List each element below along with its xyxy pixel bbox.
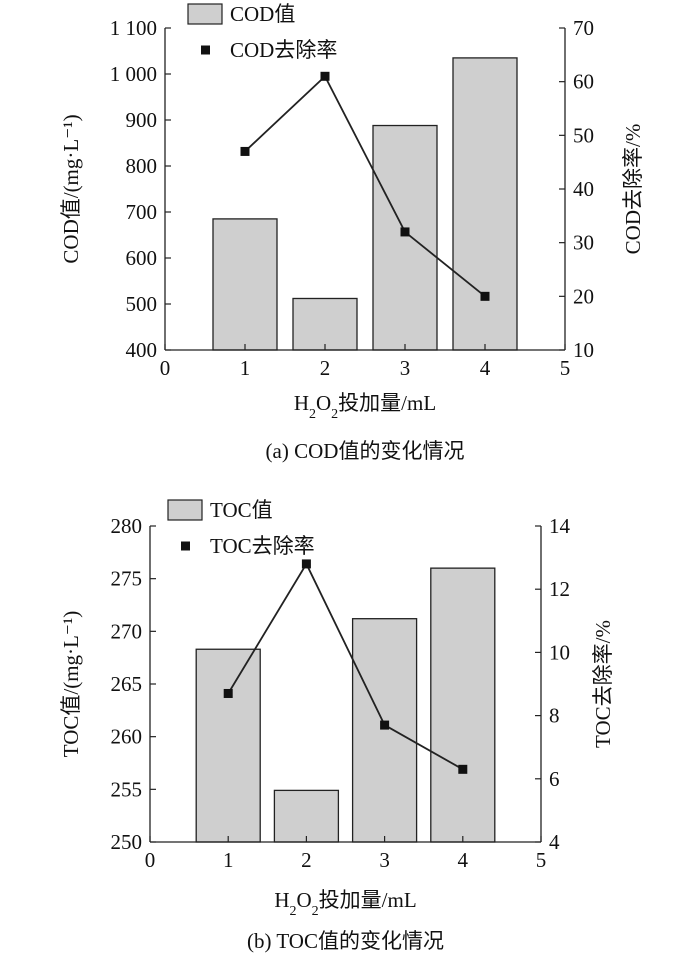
removal-rate-line: [244, 74, 486, 298]
left-tick-label: 1 100: [110, 16, 157, 40]
legend-line-label: TOC去除率: [210, 534, 315, 558]
x-tick-label: 4: [458, 848, 469, 872]
left-tick-label: 1 000: [110, 62, 157, 86]
bar-3: [372, 124, 438, 351]
right-tick-label: 60: [573, 70, 594, 94]
left-tick-label: 265: [111, 672, 143, 696]
bar-4: [452, 57, 518, 351]
bar-2: [273, 789, 340, 843]
right-tick-label: 70: [573, 16, 594, 40]
legend-line-label: COD去除率: [230, 38, 337, 62]
x-axis-label: H2O2投加量/mL: [294, 391, 436, 422]
left-tick-label: 900: [126, 108, 158, 132]
x-tick-label: 5: [560, 356, 571, 380]
right-tick-label: 10: [573, 338, 594, 362]
right-tick-label: 30: [573, 231, 594, 255]
left-tick-label: 800: [126, 154, 158, 178]
bar-2: [292, 297, 358, 351]
right-tick-label: 6: [549, 767, 560, 791]
left-tick-label: 600: [126, 246, 158, 270]
left-tick-label: 250: [111, 830, 143, 854]
left-tick-label: 260: [111, 725, 143, 749]
bar-1: [212, 218, 278, 351]
x-tick-label: 3: [400, 356, 411, 380]
left-axis-label: TOC值/(mg·L⁻¹): [59, 611, 83, 757]
x-tick-label: 3: [379, 848, 390, 872]
x-tick-label: 2: [320, 356, 331, 380]
removal-rate-point-4: [458, 764, 468, 774]
legend-line-marker: [201, 45, 210, 55]
x-tick-label: 1: [223, 848, 234, 872]
removal-rate-point-2: [320, 71, 330, 81]
bar-1: [195, 648, 261, 843]
right-tick-label: 20: [573, 284, 594, 308]
left-tick-label: 400: [126, 338, 158, 362]
right-axis-label: TOC去除率/%: [591, 620, 615, 748]
left-tick-label: 255: [111, 777, 143, 801]
right-tick-label: 10: [549, 640, 570, 664]
removal-rate-point-1: [223, 688, 233, 698]
legend-bar-swatch: [167, 499, 203, 521]
right-tick-label: 40: [573, 177, 594, 201]
x-tick-label: 1: [240, 356, 251, 380]
chart-caption: (a) COD值的变化情况: [266, 439, 465, 463]
legend-bar-label: COD值: [230, 2, 295, 26]
right-tick-label: 14: [549, 514, 571, 538]
removal-rate-point-4: [480, 291, 490, 301]
bar-4: [430, 567, 496, 843]
left-tick-label: 275: [111, 567, 143, 591]
removal-rate-point-2: [301, 559, 311, 569]
x-tick-label: 0: [145, 848, 156, 872]
x-tick-label: 4: [480, 356, 491, 380]
right-tick-label: 4: [549, 830, 560, 854]
x-tick-label: 2: [301, 848, 312, 872]
removal-rate-point-3: [400, 227, 410, 237]
removal-rate-point-3: [380, 720, 390, 730]
removal-rate-line: [227, 562, 464, 771]
left-tick-label: 280: [111, 514, 143, 538]
left-tick-label: 270: [111, 619, 143, 643]
x-tick-label: 0: [160, 356, 171, 380]
x-axis-label: H2O2投加量/mL: [274, 888, 416, 919]
left-tick-label: 700: [126, 200, 158, 224]
x-tick-label: 5: [536, 848, 547, 872]
legend-bar-swatch: [187, 3, 223, 25]
legend-bar-label: TOC值: [210, 498, 273, 522]
right-axis-label: COD去除率/%: [621, 124, 645, 255]
legend-line-marker: [181, 541, 190, 551]
left-tick-label: 500: [126, 292, 158, 316]
right-tick-label: 12: [549, 577, 570, 601]
right-tick-label: 8: [549, 704, 560, 728]
removal-rate-point-1: [240, 146, 250, 156]
chart-caption: (b) TOC值的变化情况: [247, 929, 444, 953]
right-tick-label: 50: [573, 123, 594, 147]
bar-3: [351, 618, 418, 843]
left-axis-label: COD值/(mg·L⁻¹): [59, 114, 83, 263]
